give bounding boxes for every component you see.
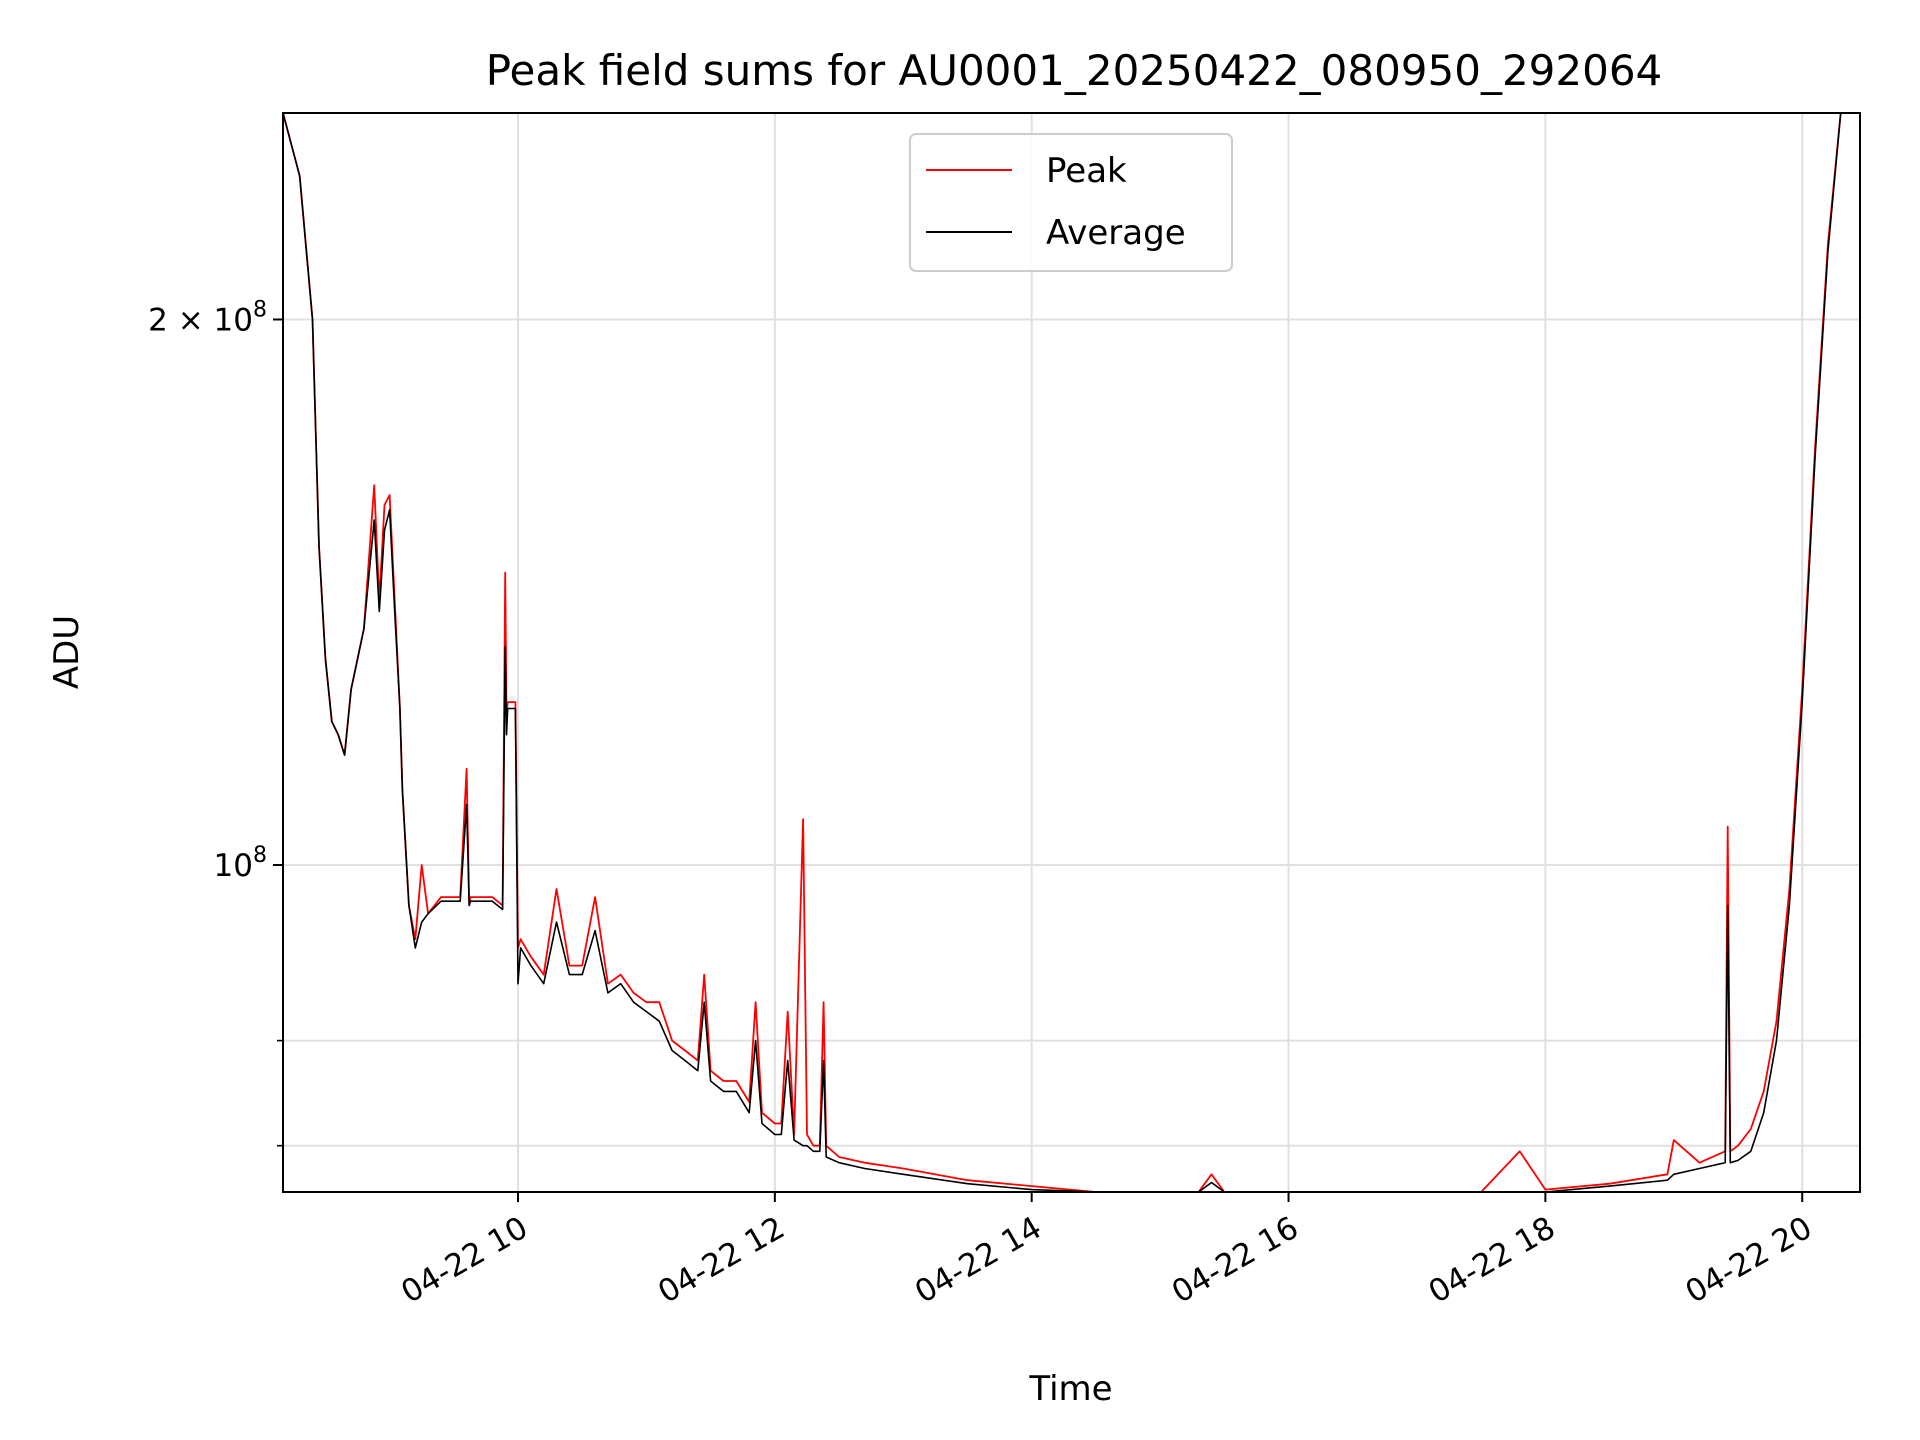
y-axis-label: ADU: [47, 615, 87, 689]
chart-title: Peak field sums for AU0001_20250422_0809…: [486, 46, 1663, 95]
y-tick-label: 108: [214, 843, 267, 884]
x-axis-label: Time: [1028, 1369, 1112, 1409]
y-axis: 108 2 × 108: [148, 297, 283, 1147]
plot-background: [283, 113, 1860, 1192]
legend-box: [909, 133, 1233, 272]
legend: Peak Average: [909, 133, 1233, 272]
legend-label-average: Average: [1046, 213, 1186, 253]
series-line-average: [283, 113, 1860, 1192]
y-tick-label: 2 × 108: [148, 297, 267, 338]
plot-area: 04-22 10 04-22 12 04-22 14 04-22 16 04-22 18…: [148, 112, 1861, 1311]
plot-frame: [282, 112, 1861, 1193]
legend-label-peak: Peak: [1046, 151, 1127, 191]
gridlines: [283, 113, 1860, 1192]
series-layer: [283, 113, 1860, 1192]
